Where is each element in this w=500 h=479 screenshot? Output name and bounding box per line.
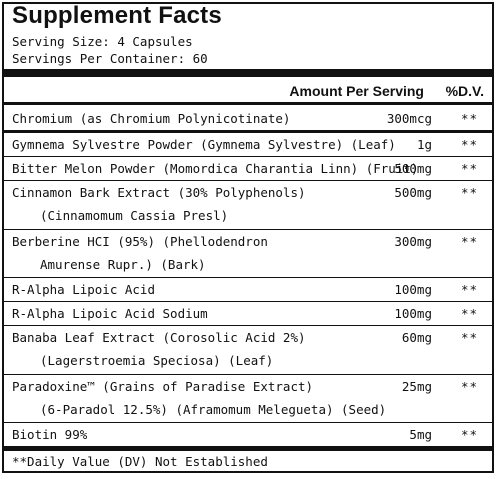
nutrient-amount: 1g bbox=[416, 137, 432, 152]
nutrient-name: Banaba Leaf Extract (Corosolic Acid 2%) bbox=[12, 330, 306, 345]
column-header-divider bbox=[4, 102, 492, 105]
row-divider bbox=[4, 156, 492, 157]
serving-size: Serving Size: 4 Capsules bbox=[12, 34, 193, 49]
nutrient-dv: ** bbox=[460, 185, 478, 200]
footnote: **Daily Value (DV) Not Established bbox=[12, 454, 268, 469]
nutrient-name: Paradoxine™ (Grains of Paradise Extract) bbox=[12, 379, 314, 394]
nutrient-amount: 100mg bbox=[394, 282, 432, 297]
row-divider bbox=[4, 325, 492, 326]
nutrient-amount: 300mcg bbox=[386, 111, 432, 126]
nutrient-dv: ** bbox=[460, 234, 478, 249]
nutrient-dv: ** bbox=[460, 111, 478, 126]
nutrient-dv: ** bbox=[460, 379, 478, 394]
nutrient-source: (6-Paradol 12.5%) (Aframomum Melegueta) … bbox=[40, 402, 387, 417]
nutrient-dv: ** bbox=[460, 161, 478, 176]
nutrient-name: Berberine HCI (95%) (Phellodendron bbox=[12, 234, 268, 249]
row-divider bbox=[4, 180, 492, 181]
footer-divider-thick bbox=[4, 446, 492, 451]
row-divider bbox=[4, 422, 492, 423]
nutrient-source: (Lagerstroemia Speciosa) (Leaf) bbox=[40, 353, 274, 368]
nutrient-amount: 25mg bbox=[401, 379, 432, 394]
nutrient-name: Gymnema Sylvestre Powder (Gymnema Sylves… bbox=[12, 137, 396, 152]
nutrient-source: Amurense Rupr.) (Bark) bbox=[40, 257, 206, 272]
supplement-facts-panel: Supplement Facts Serving Size: 4 Capsule… bbox=[2, 2, 494, 473]
amount-per-serving-header: Amount Per Serving bbox=[289, 83, 424, 99]
nutrient-amount: 5mg bbox=[409, 427, 432, 442]
row-divider bbox=[4, 374, 492, 375]
nutrient-name: Cinnamon Bark Extract (30% Polyphenols) bbox=[12, 185, 306, 200]
nutrient-name: R-Alpha Lipoic Acid bbox=[12, 282, 155, 297]
daily-value-header: %D.V. bbox=[445, 83, 484, 99]
nutrient-dv: ** bbox=[460, 427, 478, 442]
nutrient-dv: ** bbox=[460, 137, 478, 152]
row-divider bbox=[4, 277, 492, 278]
nutrient-name: Chromium (as Chromium Polynicotinate) bbox=[12, 111, 291, 126]
first-row-divider bbox=[4, 130, 492, 133]
nutrient-dv: ** bbox=[460, 282, 478, 297]
nutrient-dv: ** bbox=[460, 306, 478, 321]
row-divider bbox=[4, 301, 492, 302]
nutrient-dv: ** bbox=[460, 330, 478, 345]
nutrient-name: Bitter Melon Powder (Momordica Charantia… bbox=[12, 161, 419, 176]
servings-per-container: Servings Per Container: 60 bbox=[12, 51, 208, 66]
nutrient-amount: 500mg bbox=[394, 185, 432, 200]
nutrient-name: Biotin 99% bbox=[12, 427, 88, 442]
header-divider-thick bbox=[4, 69, 492, 77]
panel-title: Supplement Facts bbox=[12, 2, 222, 29]
nutrient-amount: 300mg bbox=[394, 234, 432, 249]
nutrient-amount: 100mg bbox=[394, 306, 432, 321]
row-divider bbox=[4, 229, 492, 230]
nutrient-name: R-Alpha Lipoic Acid Sodium bbox=[12, 306, 208, 321]
nutrient-amount: 60mg bbox=[401, 330, 432, 345]
nutrient-source: (Cinnamomum Cassia Presl) bbox=[40, 208, 229, 223]
nutrient-amount: 500mg bbox=[394, 161, 432, 176]
